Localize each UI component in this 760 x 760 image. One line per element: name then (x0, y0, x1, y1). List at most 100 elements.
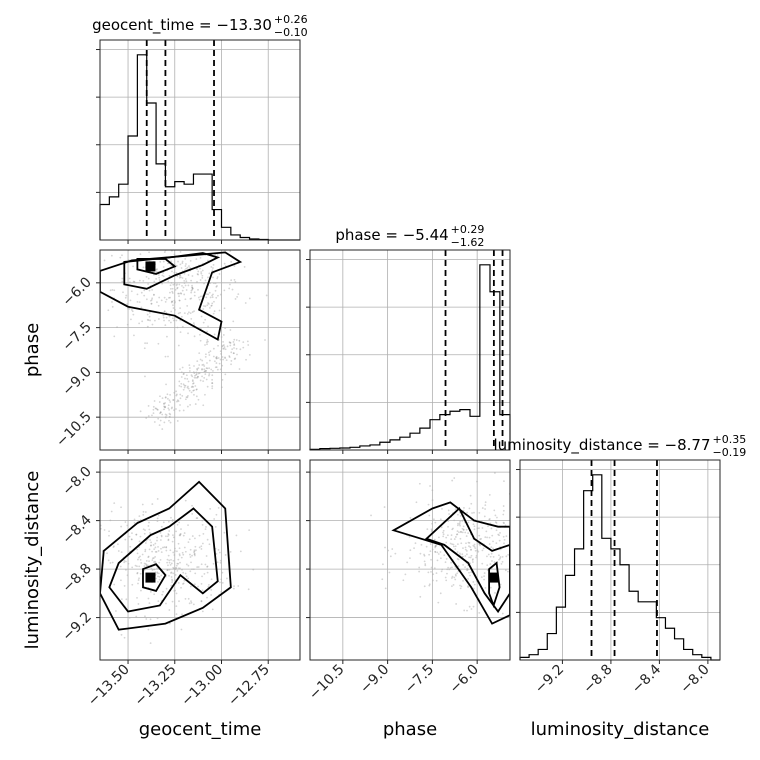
sample-point (183, 272, 186, 275)
sample-point (193, 553, 196, 555)
sample-point (442, 533, 445, 536)
contour-level (108, 507, 219, 613)
sample-point (146, 318, 149, 321)
sample-point (176, 286, 179, 289)
sample-point (171, 540, 174, 543)
sample-point (214, 289, 217, 292)
sample-point (429, 550, 432, 553)
sample-point (222, 358, 224, 361)
sample-point (152, 241, 154, 243)
sample-point (483, 578, 485, 581)
sample-point (182, 383, 185, 386)
sample-point (513, 590, 515, 592)
sample-point (507, 553, 510, 556)
sample-point (215, 355, 218, 358)
sample-point (108, 530, 110, 533)
sample-point (468, 507, 471, 510)
sample-point (168, 419, 170, 422)
sample-point (136, 552, 139, 555)
sample-point (472, 544, 475, 547)
sample-point (226, 345, 229, 348)
sample-point (181, 289, 184, 292)
sample-point (483, 575, 486, 578)
sample-point (462, 525, 465, 528)
sample-point (138, 556, 140, 559)
sample-point (195, 388, 198, 391)
sample-point (145, 298, 148, 301)
sample-point (471, 512, 473, 514)
sample-point (155, 278, 158, 280)
sample-point (460, 531, 462, 533)
sample-point (193, 551, 195, 554)
sample-point (120, 551, 123, 554)
panel-title: luminosity_distance = −8.77 (493, 436, 710, 455)
sample-point (428, 583, 431, 586)
sample-point (161, 593, 164, 596)
sample-point (205, 367, 208, 370)
sample-point (478, 512, 481, 514)
sample-point (44, 556, 46, 558)
sample-point (190, 297, 193, 300)
sample-point (123, 636, 126, 639)
title-lower-error: −0.19 (713, 446, 747, 459)
sample-point (216, 357, 218, 359)
sample-point (189, 585, 192, 588)
sample-point (203, 227, 205, 229)
sample-point (203, 365, 206, 367)
sample-point (146, 313, 149, 316)
sample-point (164, 324, 167, 327)
sample-point (190, 291, 193, 294)
sample-point (516, 556, 518, 558)
sample-point (148, 521, 150, 524)
sample-point (212, 355, 215, 358)
sample-point (133, 280, 136, 283)
sample-point (182, 372, 185, 375)
sample-point (156, 572, 159, 575)
sample-point (175, 564, 178, 567)
sample-point (175, 605, 178, 608)
sample-point (478, 534, 481, 537)
sample-point (179, 331, 182, 334)
sample-point (150, 302, 153, 305)
sample-point (200, 271, 203, 273)
sample-point (183, 546, 186, 549)
sample-point (103, 259, 106, 262)
sample-point (206, 362, 208, 364)
sample-point (164, 300, 167, 303)
sample-point (448, 513, 450, 515)
sample-point (183, 312, 186, 314)
sample-point (468, 545, 470, 548)
sample-point (210, 578, 213, 581)
sample-point (514, 560, 516, 562)
sample-point (248, 529, 251, 532)
sample-point (153, 319, 156, 322)
sample-point (152, 405, 155, 408)
sample-point (201, 575, 203, 578)
sample-point (185, 263, 187, 265)
sample-point (215, 366, 218, 369)
sample-point (214, 366, 217, 369)
sample-point (490, 552, 493, 555)
sample-point (447, 509, 450, 512)
sample-point (484, 508, 487, 510)
sample-point (464, 566, 466, 569)
sample-point (180, 628, 183, 631)
sample-point (456, 558, 459, 560)
title-upper-error: +0.26 (274, 13, 308, 26)
sample-point (503, 538, 506, 541)
sample-point (113, 335, 116, 338)
sample-point (225, 359, 228, 362)
sample-point (196, 273, 199, 275)
sample-point (165, 414, 168, 417)
sample-point (183, 532, 186, 534)
sample-point (510, 556, 512, 558)
sample-point (204, 369, 207, 372)
sample-point (424, 564, 427, 567)
sample-point (454, 536, 457, 538)
sample-point (515, 520, 517, 522)
sample-point (428, 514, 431, 517)
sample-point (157, 514, 160, 517)
sample-point (203, 377, 206, 379)
sample-point (147, 525, 150, 527)
